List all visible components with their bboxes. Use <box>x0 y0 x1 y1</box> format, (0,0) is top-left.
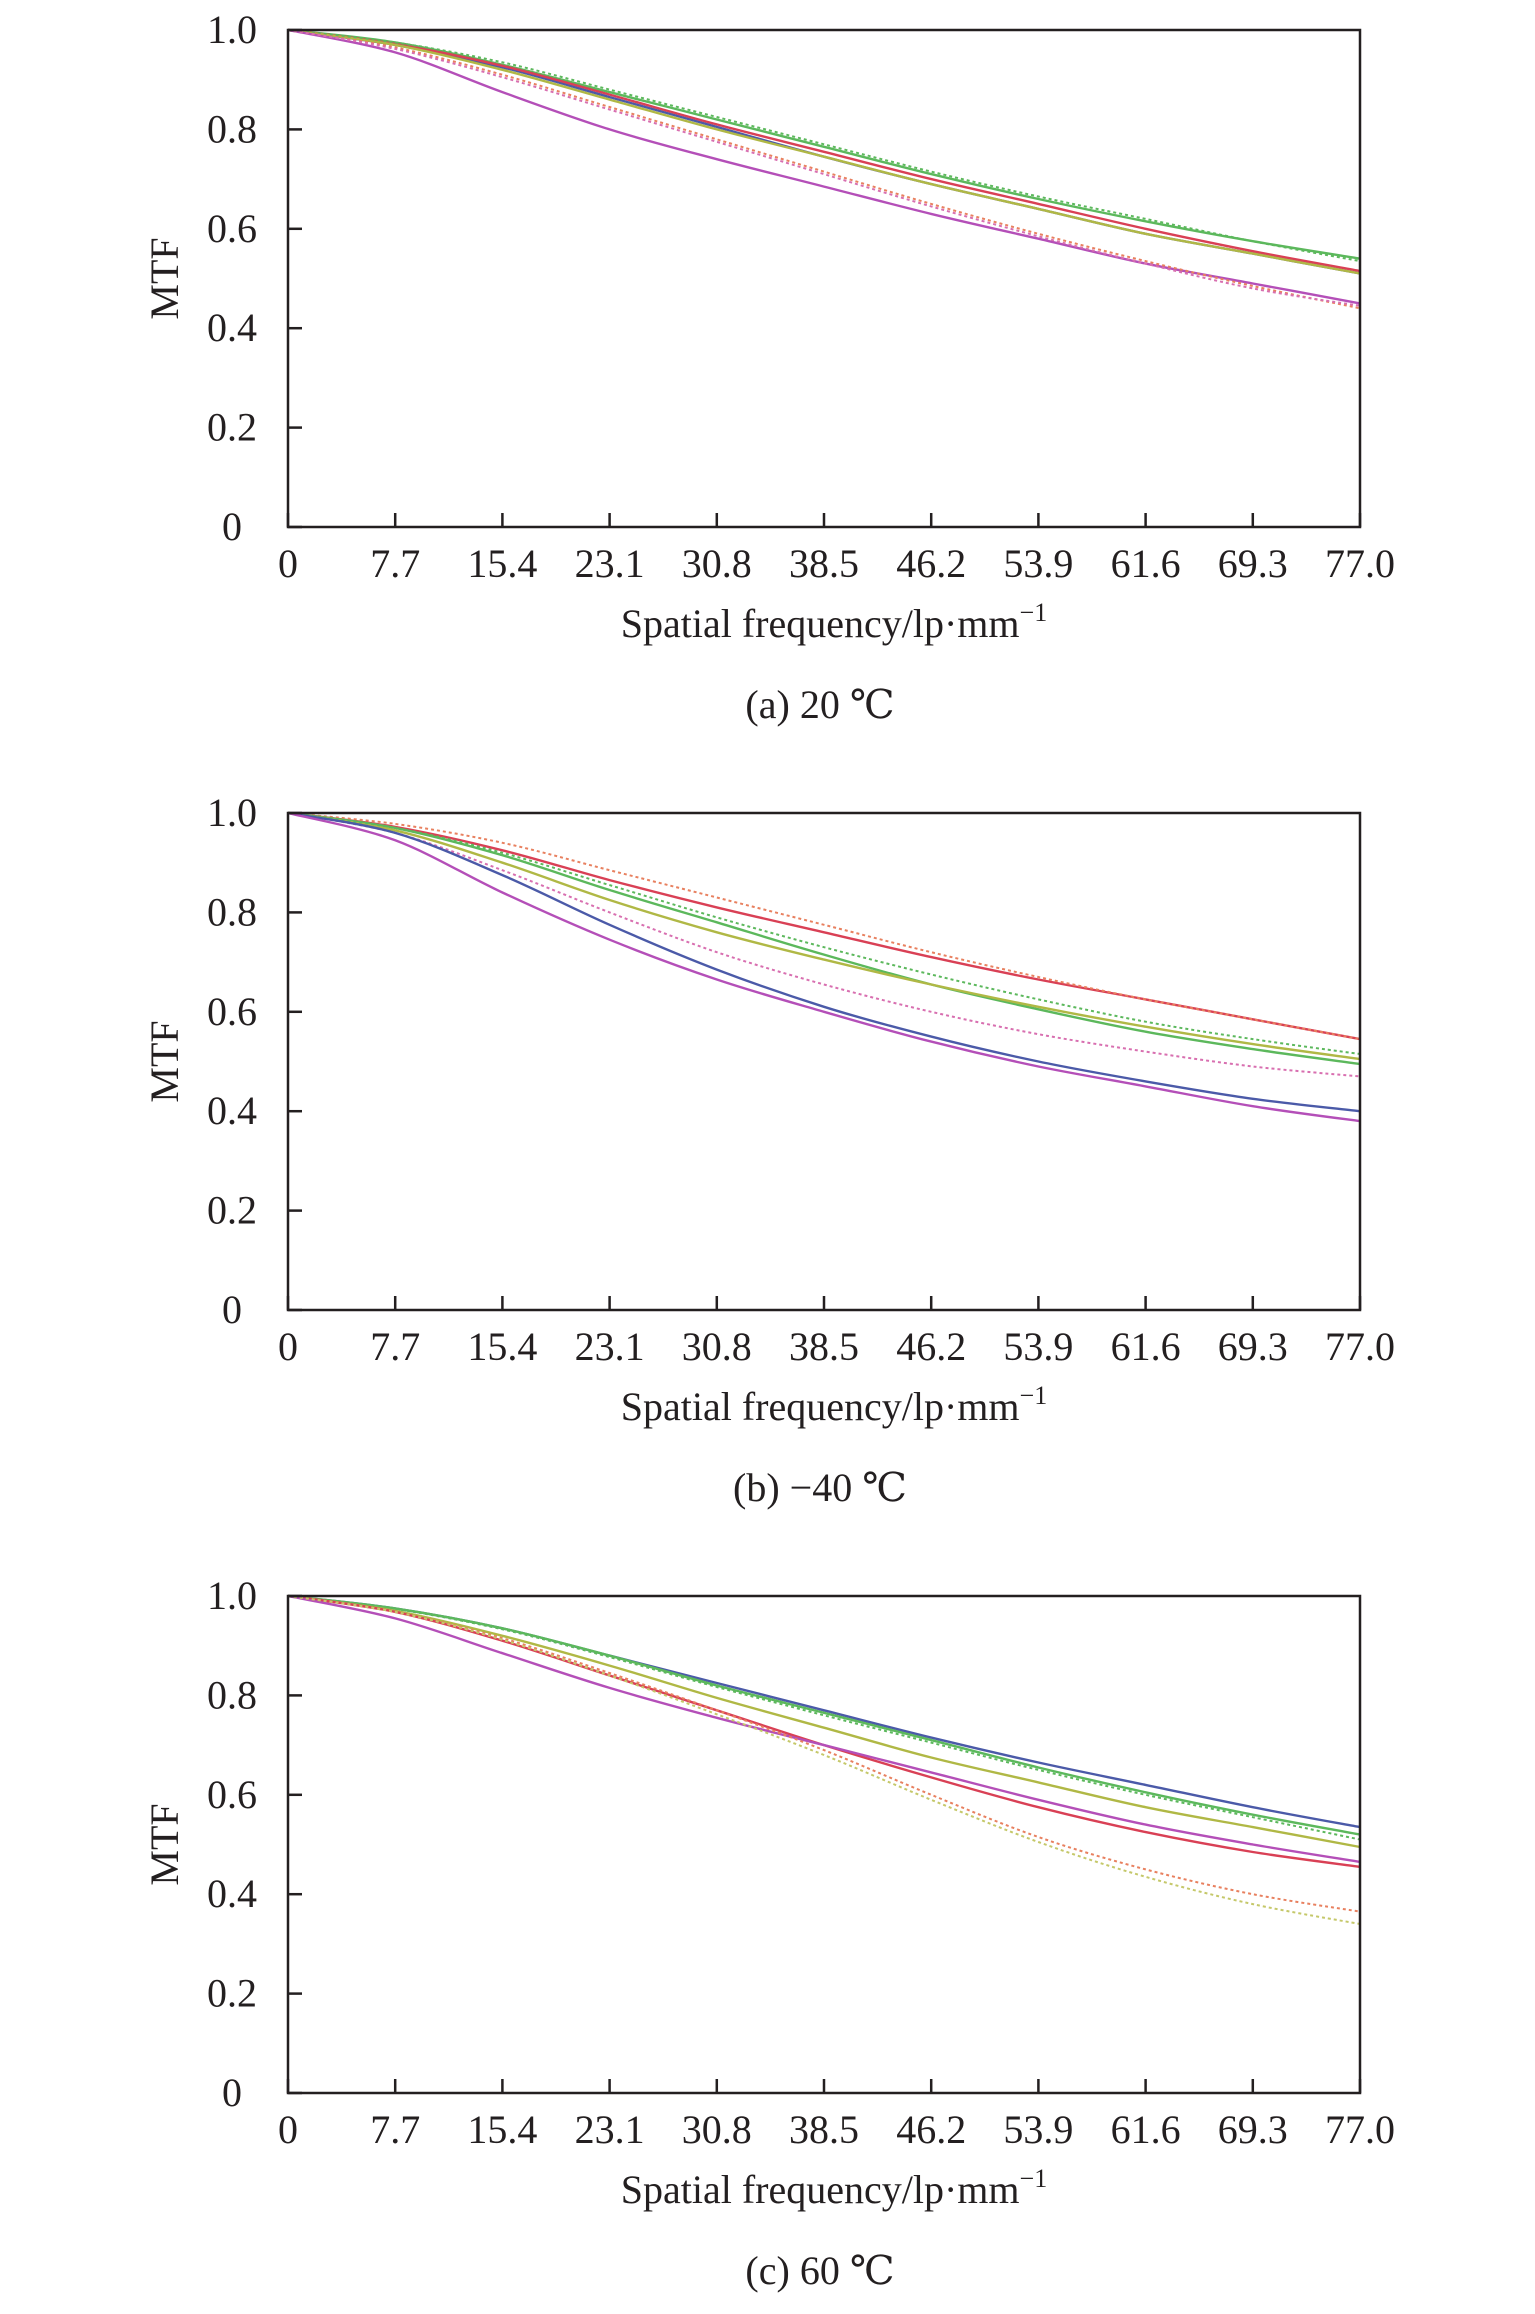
series-line-4 <box>287 1594 1361 1849</box>
x-tick-label: 46.2 <box>896 2107 966 2152</box>
y-tick-label: 0.2 <box>207 1188 257 1233</box>
x-tick-label: 7.7 <box>370 1324 420 1369</box>
x-axis-title-superscript: −1 <box>1020 598 1048 627</box>
plot-frame <box>286 28 1362 529</box>
series-line-8 <box>287 1595 1361 1925</box>
x-tick-label: 38.5 <box>789 1324 859 1369</box>
x-tick-label: 15.4 <box>467 541 537 586</box>
y-tick-label: 0.4 <box>207 305 257 350</box>
series-line-5 <box>287 812 1361 1055</box>
x-axis-title: Spatial frequency/lp·mm−1 <box>621 598 1047 646</box>
series-line-4 <box>287 28 1361 275</box>
plot-frame <box>286 811 1362 1312</box>
series-line-6 <box>287 812 1361 1078</box>
panel-b: (b) −40 ℃ 0 7.7 15.4 23.1 30.8 38.5 46.2 53.9 61… <box>142 790 1395 1510</box>
x-tick-label: 69.3 <box>1218 541 1288 586</box>
x-axis-title-main: Spatial frequency/lp·mm <box>621 1384 1020 1429</box>
x-tick-label: 0 <box>278 541 298 586</box>
x-tick-label: 46.2 <box>896 1324 966 1369</box>
x-tick-label: 69.3 <box>1218 1324 1288 1369</box>
y-tick-label: 0.8 <box>207 1672 257 1717</box>
x-tick-label: 38.5 <box>789 541 859 586</box>
x-tick-label: 23.1 <box>575 2107 645 2152</box>
x-tick-label: 77.0 <box>1325 541 1395 586</box>
series-line-7 <box>287 811 1361 1113</box>
series-line-3 <box>287 1595 1361 1841</box>
series-line-2 <box>287 812 1361 1041</box>
series-line-6 <box>287 29 1361 263</box>
y-axis-title: MTF <box>142 1020 187 1102</box>
series-line-2 <box>287 1594 1361 1836</box>
series-group <box>287 1594 1361 1925</box>
series-line-1 <box>287 811 1361 1041</box>
panel-caption: (b) −40 ℃ <box>733 1465 907 1510</box>
x-tick-label: 0 <box>278 2107 298 2152</box>
series-line-3 <box>287 811 1361 1066</box>
x-tick-label: 23.1 <box>575 1324 645 1369</box>
x-tick-label: 46.2 <box>896 541 966 586</box>
series-line-8 <box>287 29 1361 307</box>
x-tick-label: 61.6 <box>1111 2107 1181 2152</box>
series-line-7 <box>287 1595 1361 1913</box>
y-tick-label: 1.0 <box>207 790 257 835</box>
y-tick-label: 1.0 <box>207 7 257 52</box>
y-tick-label: 0.4 <box>207 1871 257 1916</box>
series-line-4 <box>287 811 1361 1061</box>
y-axis-title: MTF <box>142 1803 187 1885</box>
y-tick-label: 0 <box>222 1287 242 1332</box>
y-tick-label: 0.2 <box>207 1971 257 2016</box>
x-tick-label: 61.6 <box>1111 541 1181 586</box>
x-axis-title: Spatial frequency/lp·mm−1 <box>621 2164 1047 2212</box>
y-tick-label: 0 <box>222 2070 242 2115</box>
y-tick-label: 0.6 <box>207 989 257 1034</box>
panel-caption: (c) 60 ℃ <box>745 2248 894 2293</box>
x-axis-title-main: Spatial frequency/lp·mm <box>621 2167 1020 2212</box>
series-line-6 <box>287 1594 1361 1864</box>
panel-caption: (a) 20 ℃ <box>745 682 894 727</box>
y-tick-label: 0.8 <box>207 889 257 934</box>
y-tick-label: 0 <box>222 504 242 549</box>
x-axis-title-superscript: −1 <box>1020 2164 1048 2193</box>
x-tick-label: 7.7 <box>370 541 420 586</box>
x-tick-label: 69.3 <box>1218 2107 1288 2152</box>
x-axis-title-main: Spatial frequency/lp·mm <box>621 601 1020 646</box>
x-tick-label: 61.6 <box>1111 1324 1181 1369</box>
y-tick-label: 1.0 <box>207 1573 257 1618</box>
y-axis-title: MTF <box>142 237 187 319</box>
x-tick-label: 77.0 <box>1325 2107 1395 2152</box>
x-tick-label: 53.9 <box>1003 541 1073 586</box>
series-line-5 <box>287 1594 1361 1869</box>
x-tick-label: 30.8 <box>682 541 752 586</box>
y-tick-label: 0.8 <box>207 106 257 151</box>
x-tick-label: 15.4 <box>467 1324 537 1369</box>
x-tick-label: 15.4 <box>467 2107 537 2152</box>
y-tick-label: 0.4 <box>207 1088 257 1133</box>
x-tick-label: 30.8 <box>682 2107 752 2152</box>
series-group <box>287 811 1361 1123</box>
plot-frame <box>286 1594 1362 2095</box>
x-tick-label: 53.9 <box>1003 2107 1073 2152</box>
y-tick-label: 0.6 <box>207 206 257 251</box>
x-tick-label: 77.0 <box>1325 1324 1395 1369</box>
x-axis-title: Spatial frequency/lp·mm−1 <box>621 1381 1047 1429</box>
y-tick-label: 0.6 <box>207 1772 257 1817</box>
series-line-5 <box>287 28 1361 305</box>
panel-c: (c) 60 ℃ 0 7.7 15.4 23.1 30.8 38.5 46.2 53.9 61.… <box>142 1573 1395 2293</box>
series-line-1 <box>287 1594 1361 1829</box>
x-tick-label: 0 <box>278 1324 298 1369</box>
y-tick-label: 0.2 <box>207 405 257 450</box>
x-tick-label: 30.8 <box>682 1324 752 1369</box>
panel-a: (a) 20 ℃ 0 7.7 15.4 23.1 30.8 38.5 46.2 53.9 61.… <box>142 7 1395 727</box>
x-tick-label: 23.1 <box>575 541 645 586</box>
x-tick-label: 7.7 <box>370 2107 420 2152</box>
series-line-8 <box>287 811 1361 1123</box>
series-line-3 <box>287 28 1361 273</box>
x-tick-label: 53.9 <box>1003 1324 1073 1369</box>
x-tick-label: 38.5 <box>789 2107 859 2152</box>
series-group <box>287 28 1361 310</box>
x-axis-title-superscript: −1 <box>1020 1381 1048 1410</box>
